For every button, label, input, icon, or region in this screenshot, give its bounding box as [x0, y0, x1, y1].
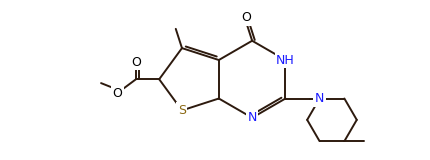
Text: O: O [241, 11, 251, 24]
Text: N: N [315, 92, 324, 105]
Text: O: O [131, 56, 141, 69]
Text: O: O [112, 87, 122, 100]
Text: N: N [247, 111, 257, 124]
Text: NH: NH [276, 53, 295, 67]
Text: S: S [178, 104, 186, 117]
